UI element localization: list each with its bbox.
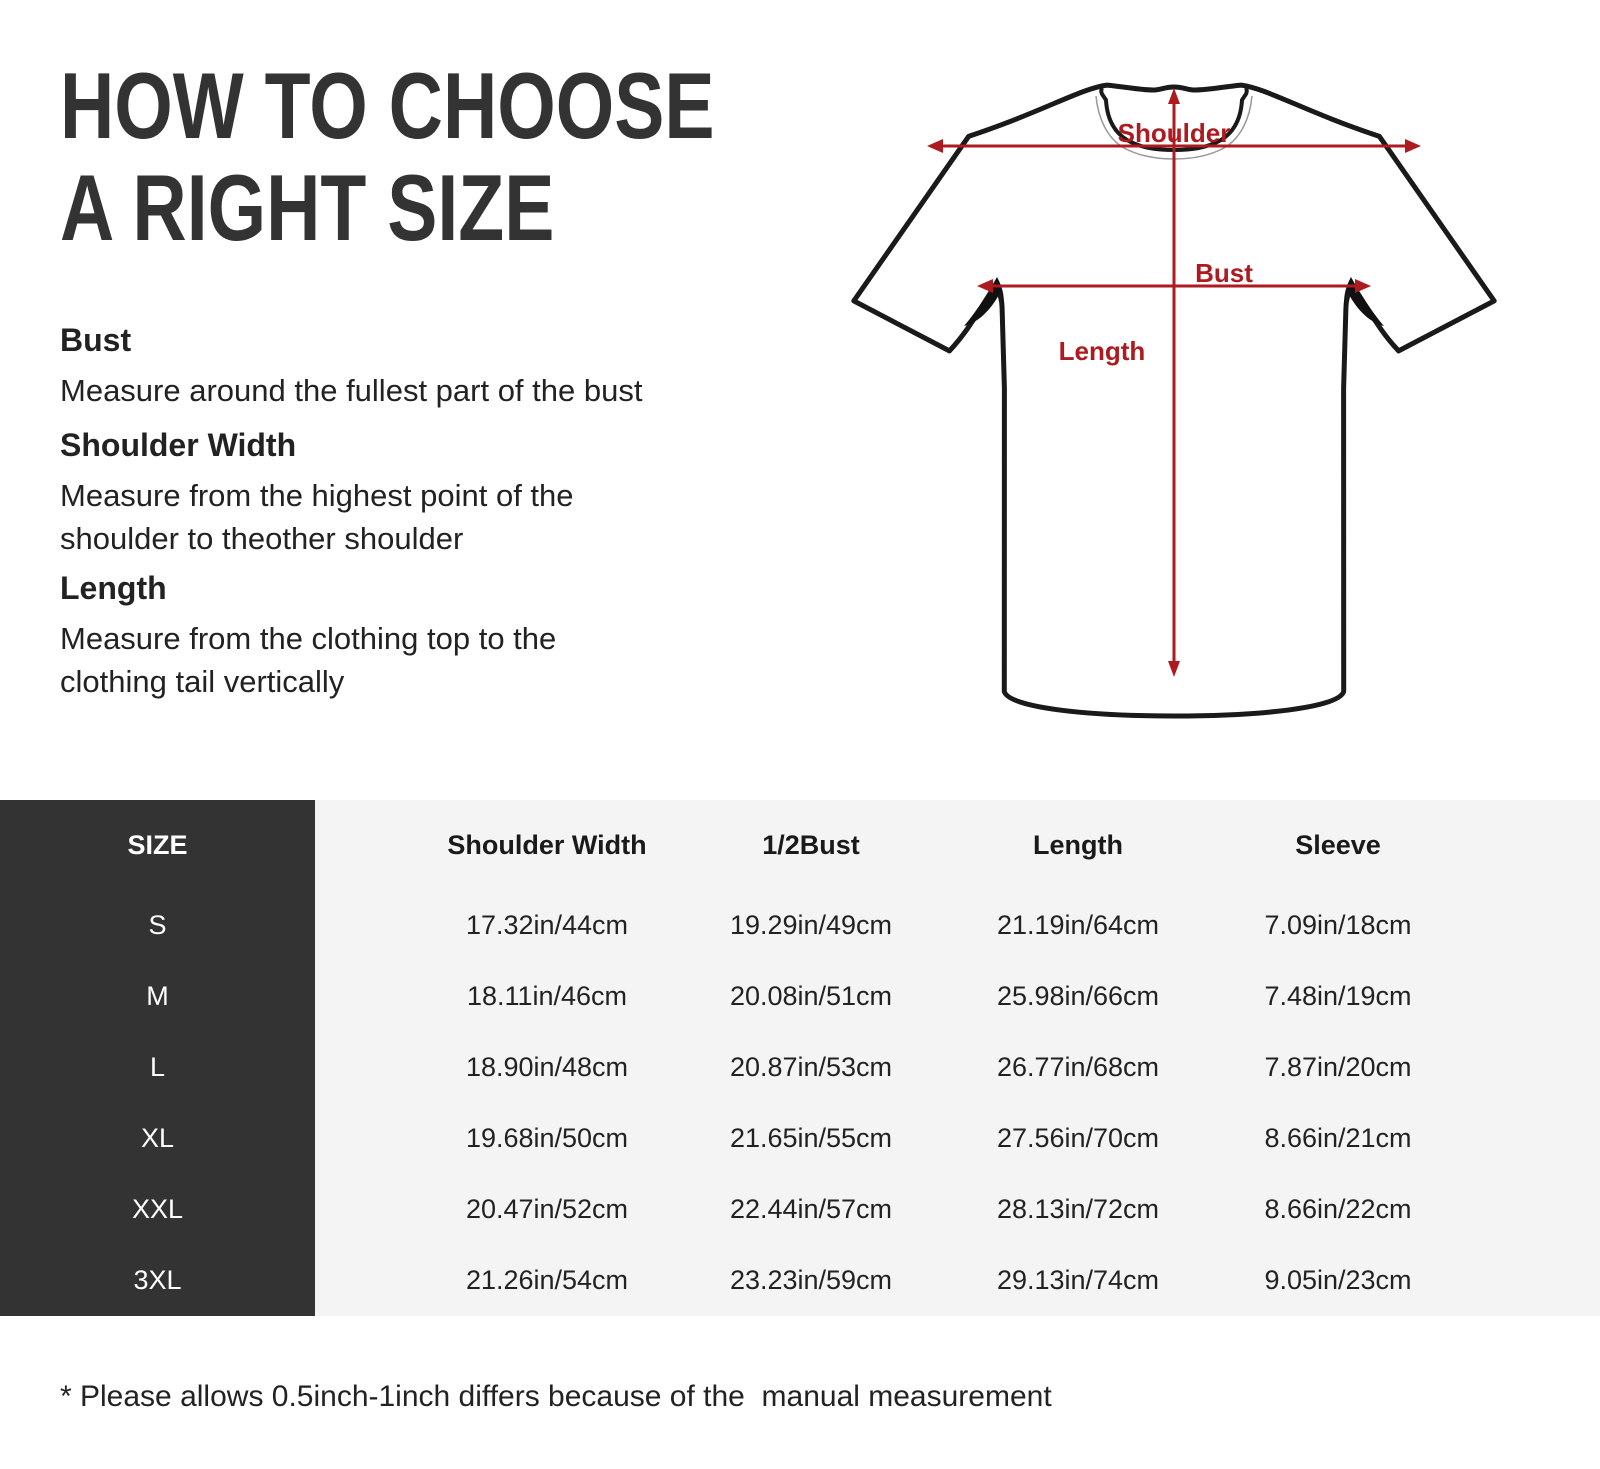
svg-text:Shoulder: Shoulder bbox=[1118, 118, 1231, 148]
svg-text:Length: Length bbox=[1059, 336, 1146, 366]
svg-text:Bust: Bust bbox=[1195, 258, 1253, 288]
